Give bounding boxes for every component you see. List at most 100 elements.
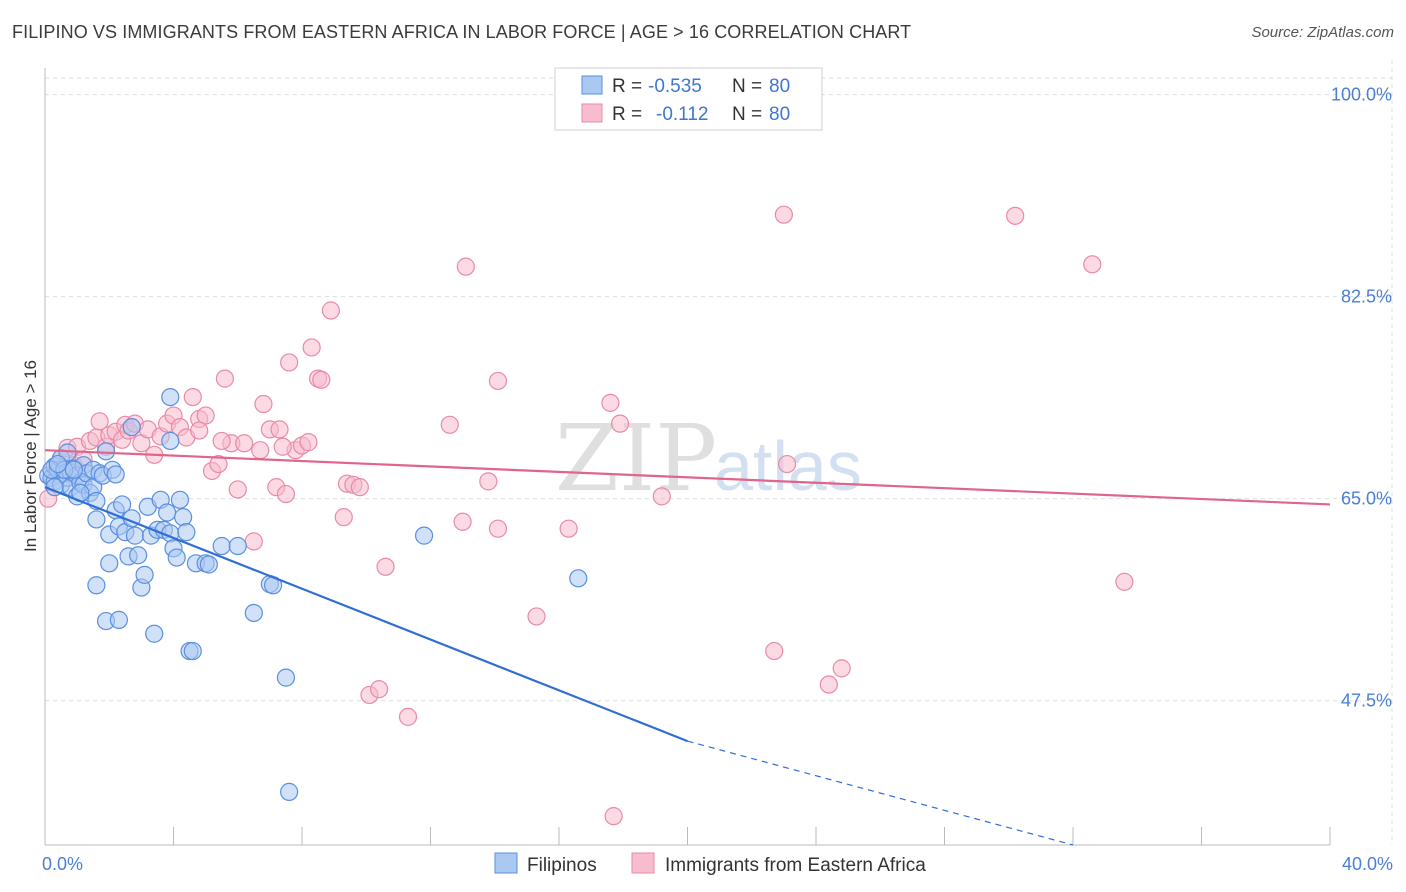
series-filipinos-points (39, 387, 588, 801)
legend-n-label-1: N = (732, 76, 762, 97)
eastern-africa-point-61 (488, 519, 508, 538)
eastern-africa-point-65 (601, 393, 620, 412)
filipinos-point-57 (212, 536, 231, 556)
filipinos-point-76 (87, 576, 106, 595)
y-tick-label-2: 65.0% (1341, 489, 1392, 509)
legend-r-value-2: -0.112 (656, 104, 708, 125)
eastern-africa-point-55 (376, 557, 395, 576)
source-label: Source: ZipAtlas.com (1251, 24, 1394, 41)
filipinos-point-64 (414, 526, 434, 545)
filipinos-point-31 (112, 495, 132, 514)
legend-top: R = -0.535 N = 80 R = -0.112 N = 80 (554, 67, 823, 131)
eastern-africa-point-70 (777, 454, 797, 474)
filipinos-point-62 (276, 668, 296, 687)
legend-swatch-eastern-africa (581, 103, 603, 123)
eastern-africa-point-32 (228, 480, 247, 499)
eastern-africa-point-59 (456, 257, 475, 276)
eastern-africa-point-54 (370, 680, 389, 699)
filipinos-point-63 (280, 782, 299, 801)
y-tick-label-1: 82.5% (1341, 287, 1392, 307)
tick-labels: 100.0% 82.5% 65.0% 47.5% 0.0% 40.0% (42, 85, 1393, 874)
legend-swatch-filipinos (581, 75, 603, 95)
eastern-africa-point-52 (350, 478, 369, 497)
eastern-africa-point-45 (302, 338, 321, 357)
eastern-africa-point-69 (765, 641, 784, 661)
legend-bottom: Filipinos Immigrants from Eastern Africa (494, 852, 926, 876)
filipinos-point-78 (64, 460, 84, 479)
eastern-africa-point-39 (270, 420, 289, 439)
eastern-africa-point-67 (604, 807, 623, 826)
eastern-africa-point-79 (190, 421, 209, 440)
eastern-africa-point-63 (527, 607, 546, 626)
filipinos-point-48 (167, 548, 186, 567)
series-eastern-africa-points (39, 205, 1134, 826)
eastern-africa-point-72 (819, 675, 838, 694)
filipinos-trend-line (44, 486, 688, 743)
legend-n-value-2: 80 (769, 104, 790, 125)
y-tick-label-0: 100.0% (1331, 85, 1392, 105)
eastern-africa-point-74 (1006, 206, 1025, 225)
filipinos-point-59 (244, 603, 263, 623)
eastern-africa-point-56 (398, 707, 418, 726)
legend-bottom-eastern-africa: Immigrants from Eastern Africa (665, 855, 926, 876)
watermark-zip: ZIP (555, 405, 717, 512)
eastern-africa-point-35 (251, 441, 270, 460)
legend-n-value-1: 80 (769, 76, 790, 97)
filipinos-point-58 (228, 536, 247, 556)
x-tick-label-1: 40.0% (1342, 854, 1393, 874)
eastern-africa-point-68 (652, 487, 671, 506)
y-tick-label-3: 47.5% (1341, 691, 1392, 711)
filipinos-point-35 (125, 526, 145, 545)
legend-bottom-swatch-eastern-africa (631, 852, 655, 874)
eastern-africa-point-34 (244, 532, 263, 551)
filipinos-point-75 (109, 610, 128, 629)
filipinos-point-50 (174, 508, 193, 527)
eastern-africa-point-25 (183, 387, 202, 407)
eastern-africa-point-76 (1115, 572, 1134, 591)
eastern-africa-point-77 (273, 437, 292, 456)
eastern-africa-point-29 (209, 454, 228, 474)
filipinos-point-36 (129, 546, 148, 565)
legend-bottom-filipinos: Filipinos (527, 855, 597, 876)
legend-r-label-2: R = (612, 104, 642, 125)
eastern-africa-point-27 (196, 406, 215, 425)
eastern-africa-point-66 (610, 414, 630, 433)
legend-r-value-1: -0.535 (648, 76, 702, 97)
eastern-africa-point-75 (1083, 255, 1102, 274)
legend-r-label-1: R = (612, 76, 642, 97)
filipinos-point-25 (96, 442, 116, 461)
filipinos-point-65 (569, 569, 588, 588)
filipinos-point-38 (135, 565, 154, 584)
watermark: ZIP atlas (555, 405, 862, 512)
filipinos-point-53 (183, 641, 202, 661)
filipinos-point-68 (122, 418, 141, 437)
eastern-africa-point-36 (254, 394, 273, 414)
eastern-africa-point-62 (488, 371, 508, 391)
eastern-africa-point-48 (321, 301, 341, 320)
axes (44, 68, 1331, 846)
eastern-africa-point-71 (774, 205, 793, 224)
eastern-africa-point-30 (215, 369, 234, 388)
filipinos-point-73 (106, 465, 125, 484)
eastern-africa-point-73 (832, 659, 851, 678)
filipinos-point-66 (161, 431, 180, 451)
eastern-africa-point-78 (212, 431, 231, 451)
filipinos-trend-extension (687, 740, 1074, 846)
eastern-africa-point-57 (440, 415, 459, 434)
eastern-africa-point-33 (235, 434, 254, 453)
eastern-africa-point-41 (280, 353, 299, 372)
chart-title: FILIPINO VS IMMIGRANTS FROM EASTERN AFRI… (12, 22, 912, 42)
eastern-africa-trend-line (44, 449, 1331, 506)
legend-bottom-swatch-filipinos (494, 852, 518, 874)
filipinos-point-56 (199, 555, 218, 574)
legend-n-label-2: N = (732, 104, 762, 125)
eastern-africa-point-49 (334, 508, 353, 527)
filipinos-point-22 (87, 510, 106, 529)
filipinos-point-41 (145, 624, 164, 643)
filipinos-point-67 (161, 387, 180, 407)
filipinos-point-49 (170, 490, 190, 509)
eastern-africa-point-60 (479, 472, 498, 491)
eastern-africa-point-44 (299, 433, 318, 452)
filipinos-point-27 (100, 554, 119, 573)
eastern-africa-point-47 (312, 370, 331, 389)
